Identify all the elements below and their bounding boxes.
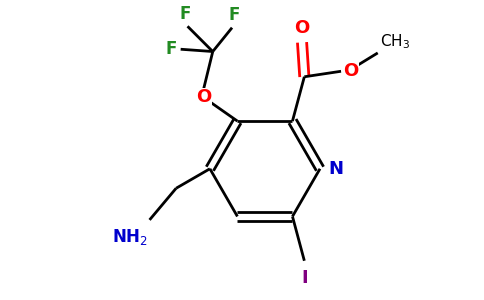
Text: O: O: [196, 88, 211, 106]
Text: F: F: [228, 6, 240, 24]
Text: N: N: [328, 160, 343, 178]
Text: NH$_2$: NH$_2$: [111, 227, 147, 247]
Text: O: O: [294, 19, 310, 37]
Text: CH$_3$: CH$_3$: [380, 32, 410, 51]
Text: I: I: [301, 269, 308, 287]
Text: O: O: [343, 62, 359, 80]
Text: F: F: [166, 40, 177, 58]
Text: F: F: [180, 4, 191, 22]
